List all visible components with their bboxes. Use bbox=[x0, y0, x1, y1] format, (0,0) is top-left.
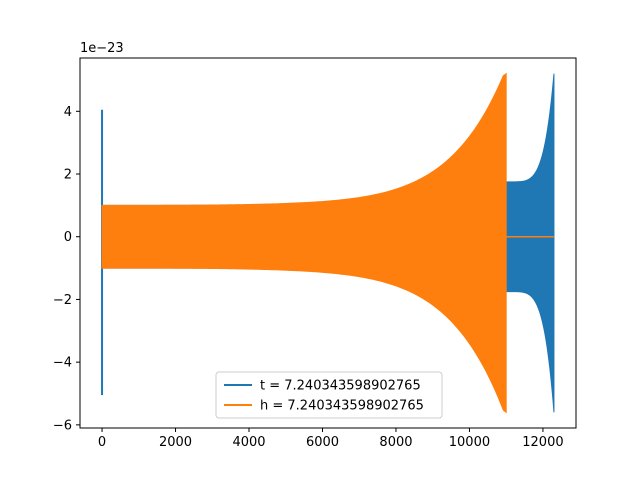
axes-frame bbox=[79, 57, 577, 429]
x-tick-label: 10000 bbox=[449, 435, 490, 450]
y-axis: −6 −4 −2 0 2 4 bbox=[53, 105, 80, 433]
x-tick-label: 12000 bbox=[522, 435, 563, 450]
series-layer bbox=[101, 72, 555, 414]
y-tick-label: 2 bbox=[64, 168, 72, 183]
y-offset-label: 1e−23 bbox=[80, 41, 124, 56]
legend-label: t = 7.240343598902765 bbox=[260, 379, 421, 394]
x-tick-label: 4000 bbox=[232, 435, 265, 450]
x-tick-label: 8000 bbox=[379, 435, 412, 450]
x-axis: 0 2000 4000 6000 8000 10000 12000 bbox=[98, 428, 564, 450]
y-tick-label: −6 bbox=[53, 418, 72, 433]
x-tick-label: 6000 bbox=[306, 435, 339, 450]
legend: t = 7.240343598902765 h = 7.2403435989027… bbox=[215, 371, 443, 419]
y-tick-label: 4 bbox=[64, 105, 72, 120]
y-tick-label: −4 bbox=[53, 356, 72, 371]
legend-box bbox=[215, 371, 443, 419]
x-tick-label: 2000 bbox=[159, 435, 192, 450]
legend-label: h = 7.240343598902765 bbox=[260, 399, 424, 414]
x-tick-label: 0 bbox=[98, 435, 106, 450]
y-tick-label: −2 bbox=[53, 293, 72, 308]
series-h-band bbox=[101, 72, 507, 414]
y-tick-label: 0 bbox=[64, 230, 72, 245]
